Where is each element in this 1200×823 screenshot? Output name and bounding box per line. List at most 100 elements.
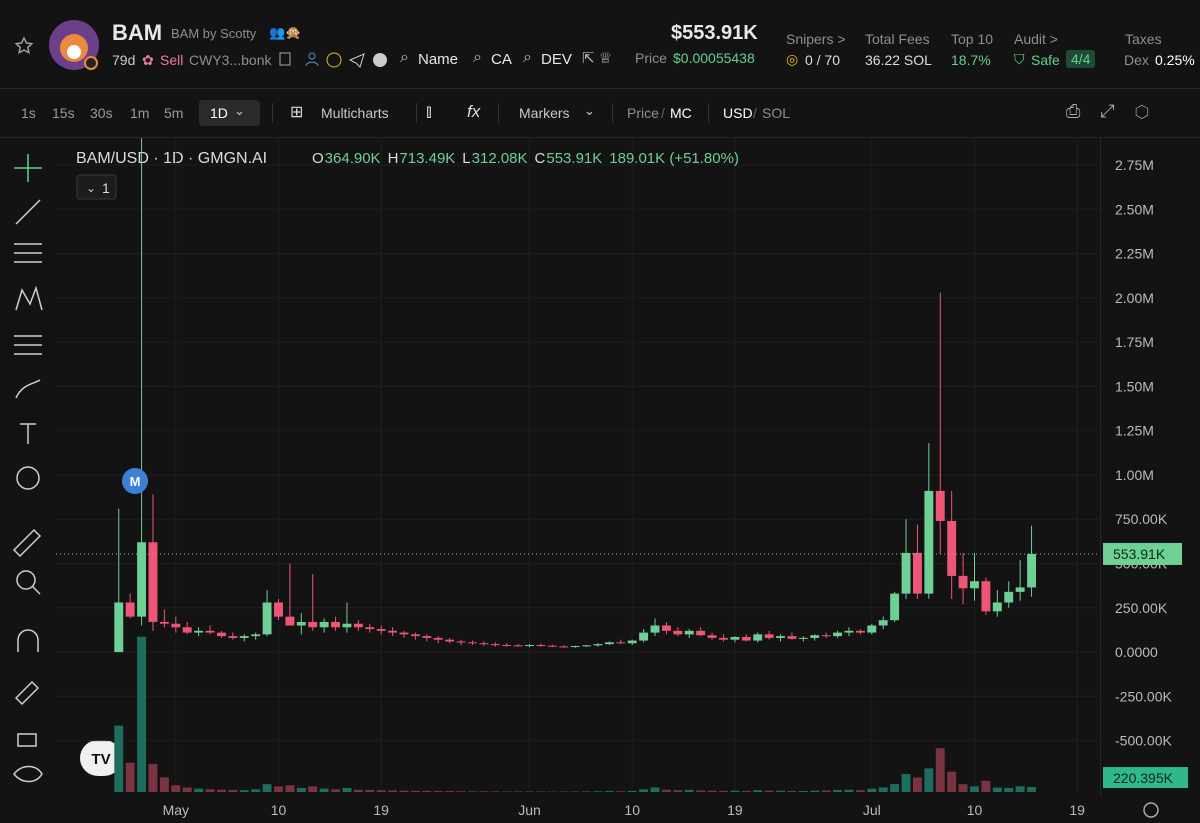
volume-bar xyxy=(1015,786,1025,792)
volume-bar xyxy=(388,790,398,792)
candle-body xyxy=(125,602,135,617)
candle-body xyxy=(331,621,340,628)
candle-body xyxy=(182,627,192,633)
link[interactable]: DEV xyxy=(541,51,572,68)
ohlc-value: 312.08K xyxy=(472,150,528,167)
volume-bar xyxy=(182,787,192,792)
interval[interactable]: 1D xyxy=(199,100,260,126)
link-icons: ⇱ ♕ xyxy=(582,50,613,67)
candle-body xyxy=(673,630,683,635)
candle-body xyxy=(547,645,557,647)
volume-bar xyxy=(741,790,751,792)
sell[interactable]: Sell xyxy=(160,52,184,68)
multicharts[interactable]: Multicharts xyxy=(321,105,389,121)
indicator-box[interactable] xyxy=(76,174,117,200)
volume-bar xyxy=(639,789,649,792)
candle-body xyxy=(970,581,979,589)
ohlc-key: C xyxy=(535,150,546,167)
y-tick-label: 0.0000 xyxy=(1115,644,1158,660)
search-icon: ⌕ xyxy=(523,49,532,66)
x-tick-label: 10 xyxy=(967,802,983,818)
candle-body xyxy=(559,646,569,648)
usd-toggle[interactable]: USD xyxy=(723,105,753,121)
mc-toggle[interactable]: MC xyxy=(670,105,692,121)
x-tick-label: 10 xyxy=(624,802,640,818)
stat-label: Snipers > xyxy=(786,31,846,47)
sniper-icon: ◎ xyxy=(786,51,799,67)
volume-bar xyxy=(696,790,706,792)
interval[interactable]: 1m xyxy=(130,105,150,121)
event-marker[interactable] xyxy=(122,468,148,494)
volume-bar xyxy=(376,790,386,792)
candle-body xyxy=(376,629,386,631)
volume-bar xyxy=(171,785,181,792)
candle-body xyxy=(639,632,649,641)
candle-body xyxy=(479,643,489,645)
candle-body xyxy=(776,636,785,638)
volume-bar xyxy=(216,789,226,792)
volume-bar xyxy=(787,790,797,792)
volume-bar xyxy=(513,791,523,792)
interval[interactable]: 5m xyxy=(164,105,184,121)
address[interactable]: CWY3...bonk xyxy=(189,52,272,68)
y-tick-label: 2.50M xyxy=(1115,201,1154,217)
candle-body xyxy=(821,635,831,637)
stat-extra: 0.25% xyxy=(1155,52,1195,68)
candle-body xyxy=(228,636,238,638)
volume-bar xyxy=(251,789,261,792)
candle-body xyxy=(445,639,455,642)
volume-bar xyxy=(502,791,512,792)
candle-body xyxy=(627,640,637,644)
volume-bar xyxy=(274,786,283,792)
drawing-toolbar xyxy=(12,154,43,783)
tv-logo xyxy=(80,740,122,776)
token-avatar xyxy=(49,20,99,70)
link[interactable]: CA xyxy=(491,51,512,68)
interval[interactable]: 15s xyxy=(52,105,75,121)
candle-body xyxy=(890,593,900,621)
markers[interactable]: Markers xyxy=(519,105,570,121)
volume-bar xyxy=(935,748,945,792)
candle-body xyxy=(536,644,546,646)
volume-bar xyxy=(924,768,934,792)
divider xyxy=(0,88,1200,89)
candle-body xyxy=(844,630,854,633)
candle-body xyxy=(1004,591,1014,603)
separator xyxy=(612,103,613,123)
y-tick-label: 1.00M xyxy=(1115,467,1154,483)
candle-body xyxy=(604,642,614,645)
candle-body xyxy=(365,627,375,630)
candle-body xyxy=(148,542,158,622)
volume-bar xyxy=(205,789,215,792)
candle-body xyxy=(296,621,306,626)
volume-bar xyxy=(1027,787,1036,792)
link[interactable]: Name xyxy=(418,51,459,68)
volume-bar xyxy=(890,784,900,792)
volume-bar xyxy=(353,789,363,792)
volume-bar xyxy=(445,791,455,792)
tool-icons[interactable]: ⎙⤢⬡ xyxy=(1066,101,1170,121)
settings-icon[interactable] xyxy=(1143,802,1159,818)
candle-body xyxy=(798,637,808,639)
star-icon[interactable] xyxy=(14,36,34,56)
volume-bar xyxy=(878,787,888,792)
price-toggle[interactable]: Price xyxy=(627,105,659,121)
volume-bar xyxy=(296,787,306,792)
candle-body xyxy=(1015,587,1025,592)
candle-body xyxy=(114,602,124,653)
stat-label: Top 10 xyxy=(951,31,994,47)
stat-label: Total Fees xyxy=(865,31,930,47)
candle-body xyxy=(582,645,592,647)
interval[interactable]: 30s xyxy=(90,105,113,121)
volume-bar xyxy=(479,791,489,792)
candle-body xyxy=(935,490,945,522)
volume-bar xyxy=(684,789,694,792)
interval[interactable]: 1s xyxy=(21,105,36,121)
ohlc-key: O xyxy=(312,150,324,167)
sol-toggle[interactable]: SOL xyxy=(762,105,791,121)
candle-body xyxy=(570,646,580,648)
candle-body xyxy=(399,632,409,635)
volume-bar xyxy=(342,787,352,792)
indicator-count: 1 xyxy=(102,180,110,196)
candle-body xyxy=(650,625,660,633)
